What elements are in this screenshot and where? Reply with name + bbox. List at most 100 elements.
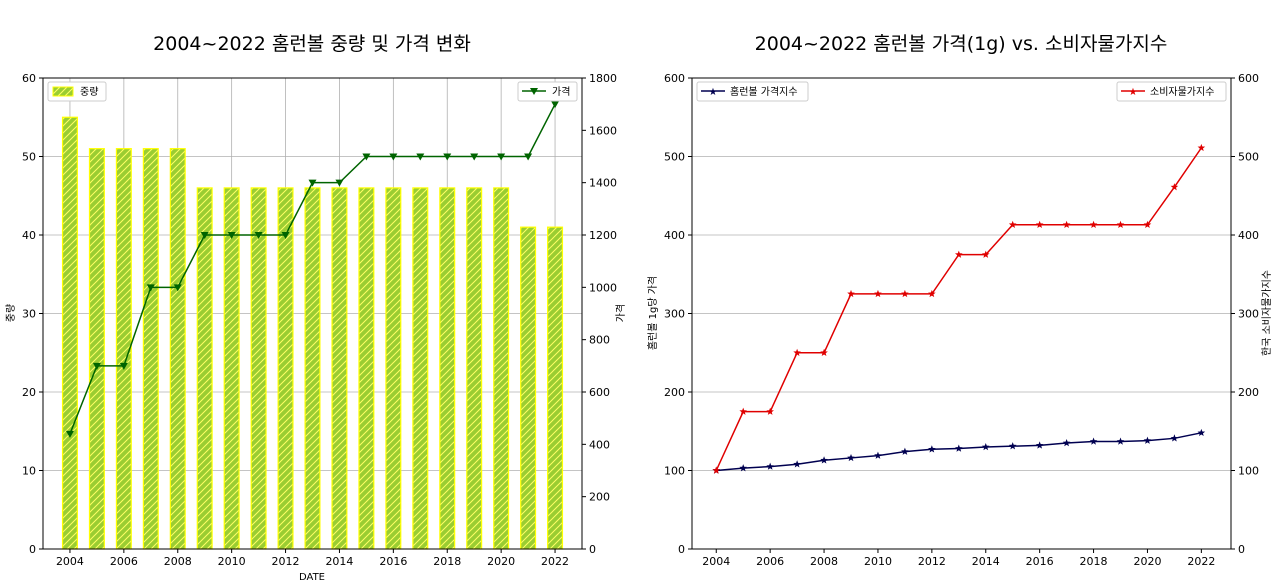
price-point	[335, 179, 344, 187]
price-vs-cpi-chart: 2004~2022 홈런볼 가격(1g) vs. 소비자물가지수 2004 200…	[646, 33, 1273, 568]
x-tick-label: 2016	[1026, 555, 1054, 568]
cpi-point	[1089, 220, 1098, 229]
homerunball-index-point	[1035, 441, 1044, 449]
price-point	[281, 232, 290, 239]
price-point	[254, 232, 263, 239]
y-tick-label: 10	[22, 465, 36, 478]
price-point	[200, 232, 209, 239]
weight-bar	[385, 187, 402, 550]
weight-bar	[520, 226, 537, 550]
price-point	[470, 153, 479, 161]
cpi-point	[981, 250, 990, 258]
x-tick-label: 2008	[164, 555, 192, 568]
chart2-legend-left: ★ 홈런볼 가격지수	[696, 81, 809, 102]
homerunball-index-point	[1116, 437, 1125, 445]
x-tick-label: 2012	[272, 555, 300, 568]
weight-bar	[358, 187, 375, 550]
cpi-point	[820, 348, 828, 356]
x-tick-label: 2014	[972, 555, 1000, 568]
y2-tick-label: 600	[1238, 72, 1259, 85]
x-tick-label: 2020	[1133, 555, 1161, 568]
chart2-legend-right: ★ 소비자물가지수	[1116, 81, 1227, 102]
x-tick-label: 2012	[918, 555, 946, 568]
cpi-point	[712, 466, 721, 474]
cpi-point	[1170, 183, 1179, 191]
legend-swatch-weight	[52, 86, 74, 97]
weight-bar	[196, 187, 213, 550]
price-point	[551, 101, 560, 109]
cpi-point	[739, 407, 748, 415]
legend-label-weight: 중량	[80, 86, 98, 98]
cpi-point	[1143, 220, 1152, 229]
x-tick-label: 2004	[56, 555, 84, 568]
y2-tick-label: 1800	[589, 72, 617, 85]
homerunball-index-point	[981, 442, 990, 451]
cpi-point	[793, 348, 801, 356]
chart1-x-label: DATE	[299, 572, 325, 583]
chart2-y-ticks: 0 100 200 300 400 500 600	[664, 72, 692, 556]
chart1-y2-ticks: 0 200 400 600 800 1000 1200 1400 1600 1800	[582, 72, 617, 556]
y-tick-label: 0	[29, 543, 36, 556]
y2-tick-label: 200	[589, 491, 610, 504]
cpi-point	[1035, 220, 1044, 229]
x-tick-label: 2006	[756, 555, 784, 568]
weight-bar	[169, 148, 186, 550]
homerunball-index-point	[739, 464, 748, 472]
y-tick-label: 20	[22, 386, 36, 399]
legend-marker-homerunball: ★	[709, 87, 718, 98]
homerunball-index-line	[716, 432, 1202, 472]
weight-bar	[439, 187, 456, 550]
homerunball-index-point	[928, 445, 936, 453]
y2-tick-label: 500	[1238, 151, 1259, 164]
y-tick-label: 300	[664, 308, 685, 321]
homerunball-index-point	[847, 453, 855, 462]
price-point	[443, 153, 452, 161]
y-tick-label: 40	[22, 229, 36, 242]
weight-bar	[223, 187, 240, 550]
y2-tick-label: 400	[1238, 229, 1259, 242]
y-tick-label: 100	[664, 465, 685, 478]
homerunball-index-point	[766, 462, 774, 470]
cpi-point	[766, 407, 774, 415]
weight-bar	[277, 187, 294, 550]
y2-tick-label: 1600	[589, 124, 617, 137]
chart2-grid	[692, 77, 1231, 550]
x-tick-label: 2006	[110, 555, 138, 568]
y2-tick-label: 1000	[589, 281, 617, 294]
y-tick-label: 500	[664, 151, 685, 164]
chart2-title: 2004~2022 홈런볼 가격(1g) vs. 소비자물가지수	[755, 33, 1168, 55]
legend-label-homerunball: 홈런볼 가격지수	[730, 85, 798, 98]
chart1-y2-label: 가격	[614, 304, 627, 322]
homerunball-index-point	[955, 444, 963, 452]
homerunball-index-point	[793, 460, 801, 468]
cpi-point	[955, 250, 963, 258]
chart2-x-ticks: 2004 2006 2008 2010 2012 2014 2016 2018 2020 2022	[702, 549, 1215, 568]
price-point	[92, 362, 101, 370]
weight-bar	[304, 187, 321, 550]
x-tick-label: 2022	[1187, 555, 1215, 568]
chart1-y-ticks: 0 10 20 30 40 50 60	[22, 72, 43, 556]
homerunball-index-point	[1062, 439, 1071, 447]
y2-tick-label: 1400	[589, 177, 617, 190]
cpi-point	[928, 289, 936, 298]
chart1-legend-left: 중량	[47, 81, 107, 102]
price-point	[146, 284, 155, 292]
x-tick-label: 2014	[325, 555, 353, 568]
y2-tick-label: 0	[1238, 543, 1245, 556]
x-tick-label: 2018	[433, 555, 461, 568]
x-tick-label: 2008	[810, 555, 838, 568]
chart1-y-label: 중량	[5, 304, 17, 322]
y-tick-label: 400	[664, 229, 685, 242]
y2-tick-label: 800	[589, 334, 610, 347]
cpi-point	[874, 289, 882, 298]
price-point	[65, 430, 74, 438]
x-tick-label: 2018	[1080, 555, 1108, 568]
weight-bar	[493, 187, 510, 550]
weight-bar	[142, 148, 159, 550]
chart1-title: 2004~2022 홈런볼 중량 및 가격 변화	[153, 33, 471, 55]
price-point	[173, 284, 182, 292]
chart1-legend-right: 가격	[517, 81, 578, 102]
x-tick-label: 2004	[702, 555, 730, 568]
price-point	[389, 153, 398, 161]
cpi-line	[715, 147, 1202, 471]
